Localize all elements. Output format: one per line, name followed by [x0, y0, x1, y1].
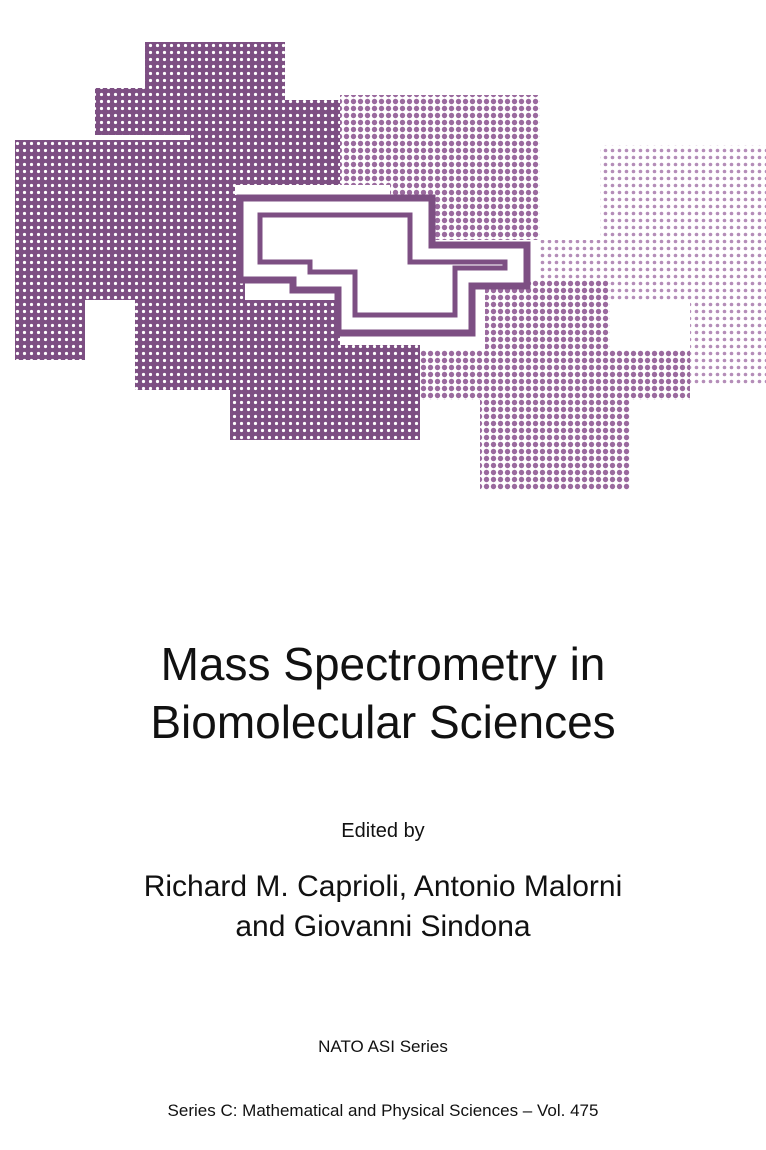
- title-line: Mass Spectrometry in: [161, 638, 606, 690]
- cover-pattern: [15, 42, 766, 490]
- editors-line: and Giovanni Sindona: [235, 910, 531, 943]
- editors-line: Richard M. Caprioli, Antonio Malorni: [144, 870, 623, 903]
- subseries: Series C: Mathematical and Physical Scie…: [168, 1101, 599, 1120]
- series: NATO ASI Series: [318, 1037, 448, 1056]
- title-line: Biomolecular Sciences: [150, 696, 615, 748]
- edited-by: Edited by: [341, 820, 424, 842]
